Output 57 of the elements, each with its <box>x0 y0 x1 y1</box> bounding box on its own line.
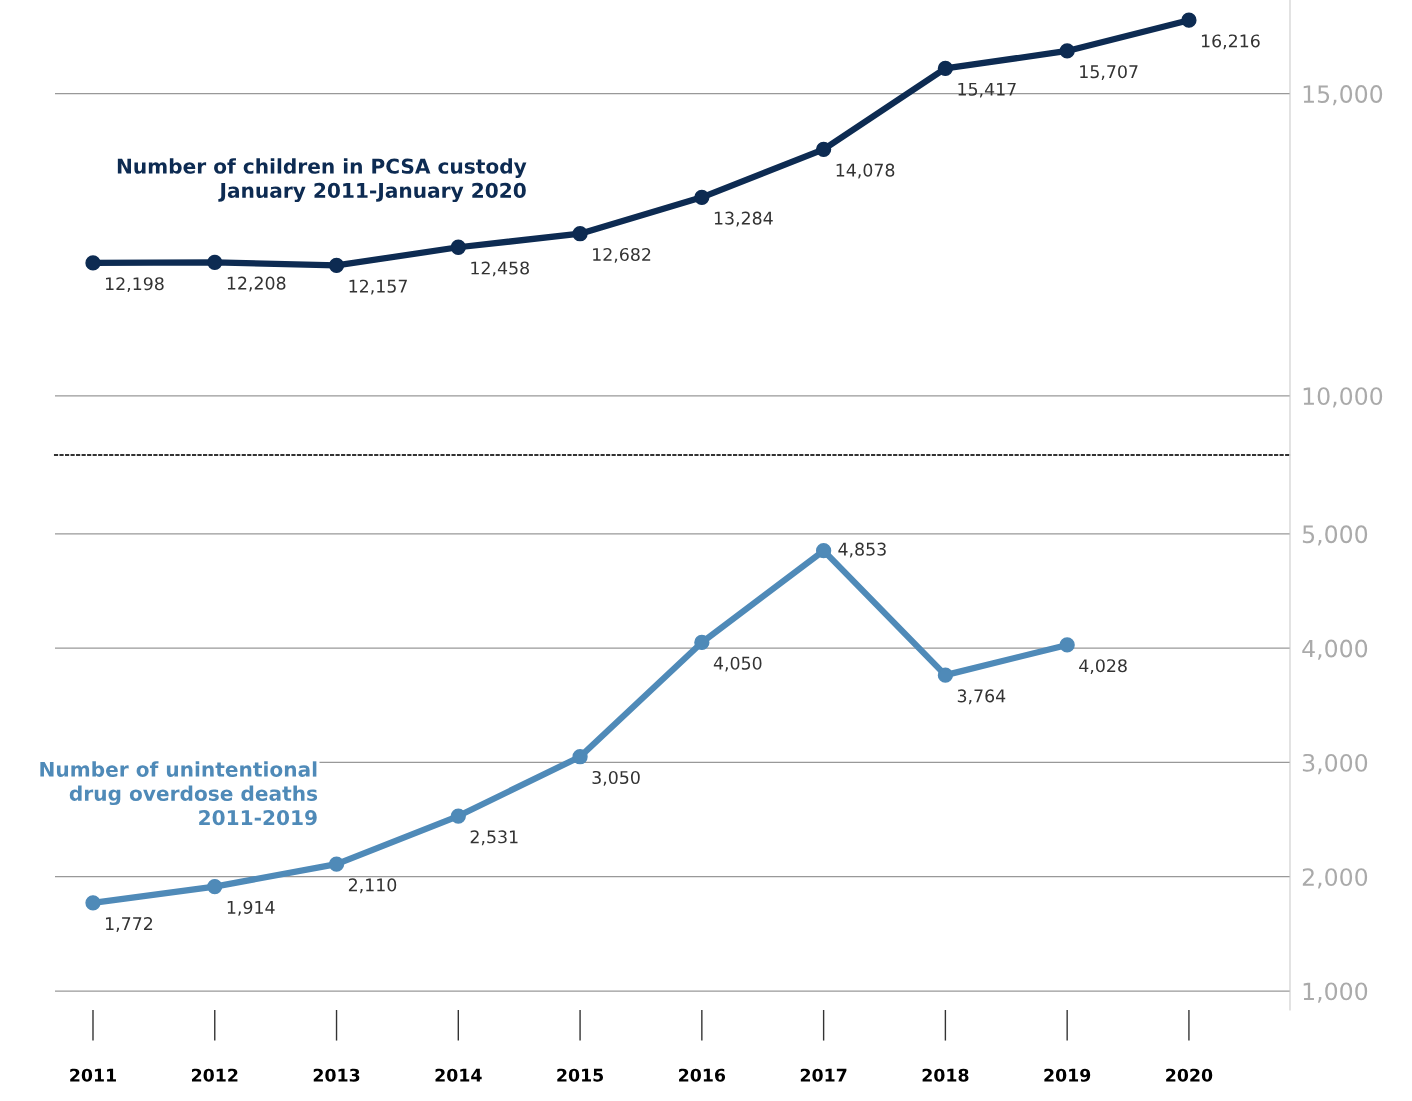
data-label: 2,110 <box>348 878 397 894</box>
x-tick-label: 2015 <box>557 1068 604 1082</box>
data-label: 15,417 <box>958 82 1016 98</box>
point <box>85 255 101 271</box>
point <box>572 226 588 242</box>
point <box>694 634 710 651</box>
point <box>328 257 345 274</box>
point <box>1181 12 1197 28</box>
point <box>207 254 223 271</box>
x-tick-label: 2020 <box>1166 1068 1213 1082</box>
data-label: 12,198 <box>106 277 164 293</box>
y-tick-label: 4,000 <box>1302 639 1368 660</box>
x-tick-label: 2016 <box>679 1068 726 1082</box>
point <box>694 189 710 205</box>
data-label: 4,853 <box>838 542 886 558</box>
data-label: 4,028 <box>1079 659 1127 675</box>
series-label: Number of unintentional drug overdose deaths 2011-2019 <box>40 761 318 826</box>
data-label: 1,772 <box>106 916 153 932</box>
y-tick-label: 5,000 <box>1302 525 1368 546</box>
data-label: 13,284 <box>714 211 773 227</box>
x-tick-label: 2011 <box>70 1068 116 1082</box>
point <box>207 878 223 895</box>
data-label: 15,707 <box>1080 65 1138 81</box>
data-label: 2,531 <box>470 830 518 846</box>
x-tick-label: 2018 <box>922 1068 969 1082</box>
data-label: 16,216 <box>1201 34 1260 50</box>
point <box>450 808 466 824</box>
y-tick-label: 1,000 <box>1303 982 1368 1003</box>
x-tick-label: 2019 <box>1044 1068 1091 1082</box>
point <box>937 60 954 77</box>
y-tick-label: 15,000 <box>1303 85 1383 106</box>
data-label: 12,458 <box>471 261 529 277</box>
point <box>937 667 954 683</box>
x-tick-label: 2017 <box>800 1068 847 1082</box>
data-label: 3,764 <box>957 689 1006 705</box>
point <box>815 543 832 559</box>
point <box>572 749 588 765</box>
data-label: 1,914 <box>227 900 275 916</box>
point <box>815 141 832 158</box>
point <box>450 239 466 255</box>
point <box>85 895 101 911</box>
y-tick-label: 2,000 <box>1302 868 1368 889</box>
x-tick-label: 2013 <box>313 1068 360 1082</box>
x-tick-label: 2012 <box>191 1068 238 1082</box>
data-label: 12,208 <box>227 276 286 292</box>
data-label: 14,078 <box>836 163 895 179</box>
data-label: 12,682 <box>593 247 651 263</box>
y-tick-label: 3,000 <box>1302 753 1368 775</box>
data-label: 4,050 <box>713 656 762 672</box>
y-tick-label: 10,000 <box>1303 387 1383 408</box>
data-label: 12,157 <box>349 279 407 295</box>
point <box>328 856 345 872</box>
point <box>1059 637 1075 653</box>
series-label: Number of children in PCSA custody January 2011-January 2020 <box>117 158 527 203</box>
data-label: 3,050 <box>592 770 640 786</box>
x-tick-label: 2014 <box>435 1068 482 1082</box>
point <box>1059 43 1075 59</box>
